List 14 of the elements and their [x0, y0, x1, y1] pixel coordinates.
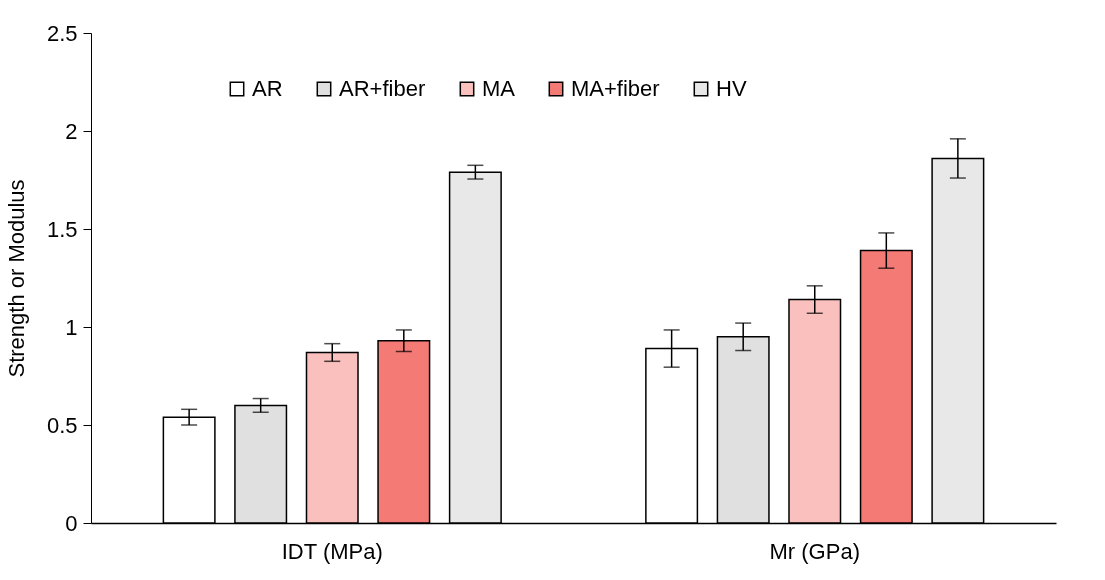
y-tick-label: 1	[65, 314, 78, 340]
y-tick-label: 1.5	[46, 216, 78, 242]
y-tick-label: 0	[65, 510, 78, 536]
legend-label: MA+fiber	[571, 76, 660, 101]
x-tick-label: IDT (MPa)	[281, 538, 383, 564]
y-tick-label: 0.5	[46, 412, 78, 438]
legend-label: MA	[482, 76, 516, 101]
legend-label: AR	[252, 76, 283, 101]
y-axis-title: Strength or Modulus	[3, 179, 29, 378]
x-tick-label: Mr (GPa)	[769, 538, 860, 564]
y-tick-label: 2.5	[46, 20, 78, 46]
legend-label: AR+fiber	[339, 76, 426, 101]
y-tick-label: 2	[65, 118, 78, 144]
legend-label: HV	[716, 76, 747, 101]
